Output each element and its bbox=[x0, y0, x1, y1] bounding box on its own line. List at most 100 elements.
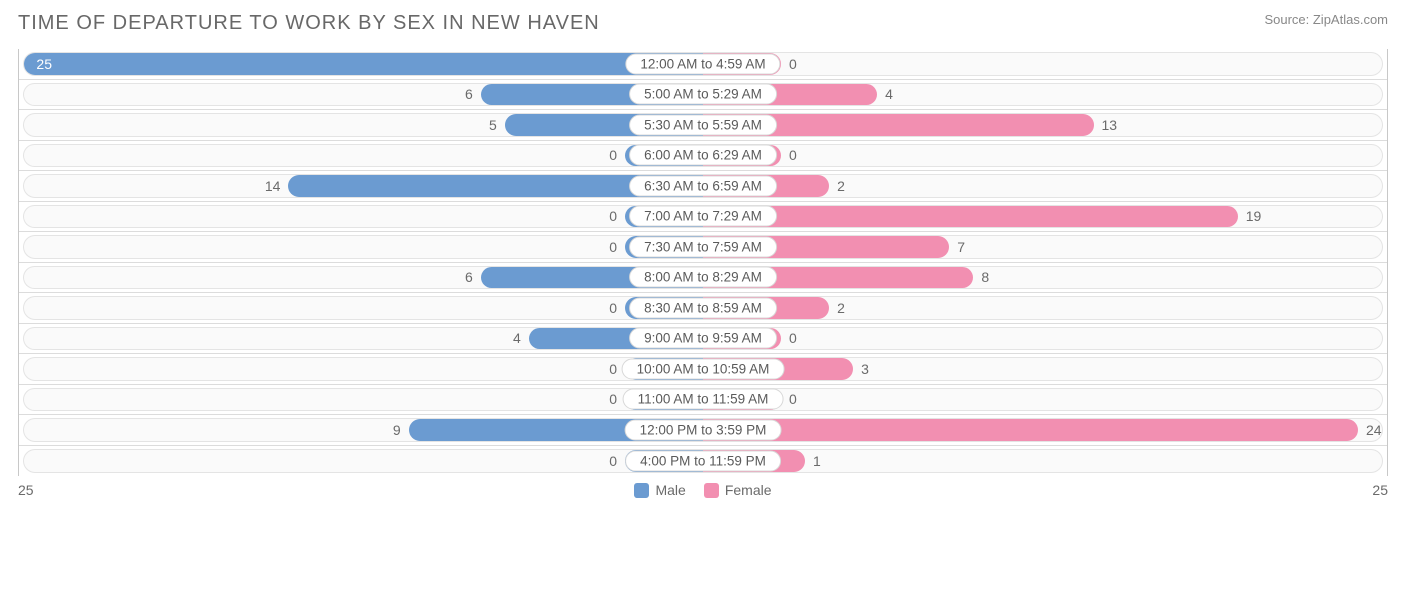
bar-half-male: 4 bbox=[19, 324, 703, 354]
bar-half-female: 4 bbox=[703, 80, 1387, 110]
bar-track bbox=[23, 235, 703, 259]
time-range-label: 12:00 AM to 4:59 AM bbox=[625, 53, 780, 74]
chart-source: Source: ZipAtlas.com bbox=[1264, 12, 1388, 27]
value-label-female: 2 bbox=[837, 178, 845, 194]
value-label-male: 25 bbox=[36, 56, 52, 72]
chart-rows: 25012:00 AM to 4:59 AM645:00 AM to 5:29 … bbox=[18, 49, 1388, 476]
chart-row: 0 7 7:30 AM to 7:59 AM bbox=[19, 232, 1387, 263]
bar-track bbox=[703, 52, 1383, 76]
chart-row: 0 3 10:00 AM to 10:59 AM bbox=[19, 354, 1387, 385]
value-label-male: 0 bbox=[609, 239, 617, 255]
legend-item-male: Male bbox=[634, 482, 685, 498]
time-range-label: 4:00 PM to 11:59 PM bbox=[625, 450, 781, 471]
value-label-male: 0 bbox=[609, 208, 617, 224]
time-range-label: 10:00 AM to 10:59 AM bbox=[622, 358, 785, 379]
bar-half-female: 0 bbox=[703, 324, 1387, 354]
bar-half-female: 0 bbox=[703, 141, 1387, 171]
bar-half-male: 25 bbox=[19, 49, 703, 79]
time-range-label: 5:00 AM to 5:29 AM bbox=[629, 84, 777, 105]
bar-track bbox=[703, 327, 1383, 351]
chart-row: 0 0 6:00 AM to 6:29 AM bbox=[19, 141, 1387, 172]
bar-track bbox=[703, 388, 1383, 412]
chart-row: 1426:30 AM to 6:59 AM bbox=[19, 171, 1387, 202]
bar-half-female: 24 bbox=[703, 415, 1387, 445]
bar-half-male: 5 bbox=[19, 110, 703, 140]
value-label-male: 0 bbox=[609, 300, 617, 316]
value-label-female: 24 bbox=[1366, 422, 1382, 438]
value-label-male: 6 bbox=[465, 269, 473, 285]
time-range-label: 8:00 AM to 8:29 AM bbox=[629, 267, 777, 288]
chart-title: TIME OF DEPARTURE TO WORK BY SEX IN NEW … bbox=[18, 12, 600, 35]
bar-male bbox=[24, 53, 703, 75]
value-label-male: 0 bbox=[609, 453, 617, 469]
bar-track bbox=[23, 388, 703, 412]
bar-half-female: 13 bbox=[703, 110, 1387, 140]
bar-half-male: 0 bbox=[19, 293, 703, 323]
value-label-female: 8 bbox=[981, 269, 989, 285]
bar-half-female: 19 bbox=[703, 202, 1387, 232]
bar-track bbox=[23, 357, 703, 381]
chart-row: 0 1 4:00 PM to 11:59 PM bbox=[19, 446, 1387, 477]
legend-label-male: Male bbox=[655, 482, 685, 498]
bar-half-female: 0 bbox=[703, 49, 1387, 79]
legend-swatch-male bbox=[634, 483, 649, 498]
bar-half-male: 0 bbox=[19, 141, 703, 171]
value-label-female: 7 bbox=[957, 239, 965, 255]
time-range-label: 7:30 AM to 7:59 AM bbox=[629, 236, 777, 257]
chart-row: 4 0 9:00 AM to 9:59 AM bbox=[19, 324, 1387, 355]
bar-half-male: 6 bbox=[19, 263, 703, 293]
bar-half-female: 8 bbox=[703, 263, 1387, 293]
bar-track bbox=[23, 205, 703, 229]
legend-swatch-female bbox=[704, 483, 719, 498]
bar-half-male: 0 bbox=[19, 385, 703, 415]
bar-half-female: 2 bbox=[703, 293, 1387, 323]
bar-track bbox=[703, 144, 1383, 168]
bar-half-female: 2 bbox=[703, 171, 1387, 201]
chart-container: TIME OF DEPARTURE TO WORK BY SEX IN NEW … bbox=[0, 0, 1406, 594]
value-label-female: 19 bbox=[1246, 208, 1262, 224]
value-label-female: 1 bbox=[813, 453, 821, 469]
chart-footer: 25 Male Female 25 bbox=[18, 482, 1388, 498]
value-label-male: 14 bbox=[265, 178, 281, 194]
value-label-male: 6 bbox=[465, 86, 473, 102]
bar-half-female: 1 bbox=[703, 446, 1387, 477]
bar-half-male: 0 bbox=[19, 202, 703, 232]
legend: Male Female bbox=[634, 482, 771, 498]
bar-half-male: 14 bbox=[19, 171, 703, 201]
axis-right-max: 25 bbox=[1372, 482, 1388, 498]
bar-half-male: 0 bbox=[19, 354, 703, 384]
axis-left-max: 25 bbox=[18, 482, 34, 498]
value-label-male: 0 bbox=[609, 147, 617, 163]
chart-row: 0011:00 AM to 11:59 AM bbox=[19, 385, 1387, 416]
bar-half-female: 0 bbox=[703, 385, 1387, 415]
legend-label-female: Female bbox=[725, 482, 772, 498]
bar-half-female: 7 bbox=[703, 232, 1387, 262]
chart-row: 0 19 7:00 AM to 7:29 AM bbox=[19, 202, 1387, 233]
chart-header: TIME OF DEPARTURE TO WORK BY SEX IN NEW … bbox=[18, 12, 1388, 35]
value-label-female: 13 bbox=[1102, 117, 1118, 133]
value-label-female: 0 bbox=[789, 330, 797, 346]
chart-row: 0 2 8:30 AM to 8:59 AM bbox=[19, 293, 1387, 324]
bar-female bbox=[703, 419, 1358, 441]
time-range-label: 11:00 AM to 11:59 AM bbox=[623, 389, 784, 410]
value-label-male: 9 bbox=[393, 422, 401, 438]
value-label-female: 3 bbox=[861, 361, 869, 377]
value-label-female: 0 bbox=[789, 56, 797, 72]
time-range-label: 8:30 AM to 8:59 AM bbox=[629, 297, 777, 318]
chart-row: 6 4 5:00 AM to 5:29 AM bbox=[19, 80, 1387, 111]
time-range-label: 9:00 AM to 9:59 AM bbox=[629, 328, 777, 349]
bar-track bbox=[23, 144, 703, 168]
value-label-female: 4 bbox=[885, 86, 893, 102]
bar-half-male: 6 bbox=[19, 80, 703, 110]
value-label-male: 0 bbox=[609, 361, 617, 377]
time-range-label: 5:30 AM to 5:59 AM bbox=[629, 114, 777, 135]
value-label-female: 0 bbox=[789, 147, 797, 163]
time-range-label: 7:00 AM to 7:29 AM bbox=[629, 206, 777, 227]
legend-item-female: Female bbox=[704, 482, 772, 498]
value-label-female: 2 bbox=[837, 300, 845, 316]
value-label-female: 0 bbox=[789, 391, 797, 407]
bar-female bbox=[703, 206, 1238, 228]
bar-half-male: 0 bbox=[19, 232, 703, 262]
time-range-label: 6:00 AM to 6:29 AM bbox=[629, 145, 777, 166]
value-label-male: 4 bbox=[513, 330, 521, 346]
